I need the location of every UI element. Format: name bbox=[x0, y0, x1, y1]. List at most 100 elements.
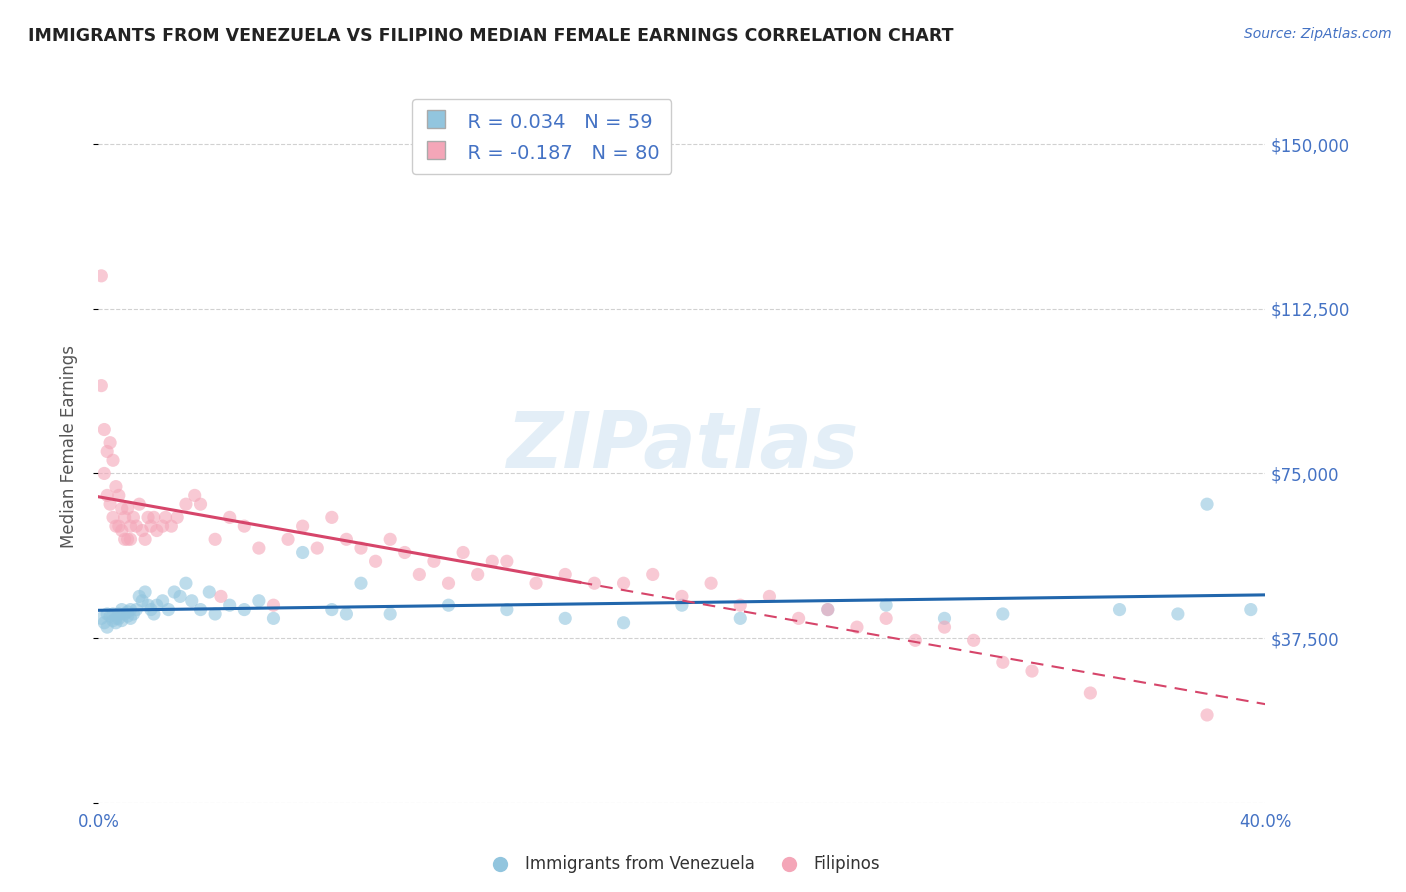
Y-axis label: Median Female Earnings: Median Female Earnings bbox=[59, 344, 77, 548]
Point bbox=[787, 611, 810, 625]
Point bbox=[152, 594, 174, 608]
Point bbox=[904, 633, 927, 648]
Point bbox=[160, 519, 183, 533]
Point bbox=[125, 519, 148, 533]
Point bbox=[481, 554, 503, 568]
Point bbox=[321, 510, 343, 524]
Point bbox=[204, 607, 226, 621]
Point bbox=[134, 533, 156, 547]
Point bbox=[120, 533, 142, 547]
Point bbox=[136, 598, 159, 612]
Point bbox=[90, 268, 112, 283]
Point bbox=[120, 611, 142, 625]
Point bbox=[134, 585, 156, 599]
Point bbox=[408, 567, 430, 582]
Point bbox=[117, 605, 139, 619]
Point bbox=[96, 607, 118, 621]
Point bbox=[204, 533, 226, 547]
Point bbox=[262, 598, 284, 612]
Point bbox=[817, 602, 839, 616]
Point bbox=[1108, 602, 1130, 616]
Point bbox=[394, 545, 416, 559]
Point bbox=[1240, 602, 1263, 616]
Point bbox=[190, 497, 212, 511]
Point bbox=[155, 510, 177, 524]
Point bbox=[612, 576, 634, 591]
Point bbox=[1195, 497, 1218, 511]
Point bbox=[845, 620, 868, 634]
Point bbox=[117, 609, 139, 624]
Point bbox=[495, 602, 517, 616]
Point bbox=[120, 602, 142, 616]
Point bbox=[111, 501, 134, 516]
Point bbox=[817, 602, 839, 616]
Point bbox=[1021, 664, 1043, 678]
Point bbox=[758, 590, 780, 604]
Point bbox=[93, 423, 115, 437]
Point bbox=[641, 567, 664, 582]
Point bbox=[142, 510, 165, 524]
Point bbox=[350, 576, 373, 591]
Point bbox=[321, 602, 343, 616]
Point bbox=[111, 524, 134, 538]
Point bbox=[183, 488, 205, 502]
Point bbox=[671, 598, 693, 612]
Point bbox=[128, 497, 150, 511]
Point bbox=[122, 510, 145, 524]
Point bbox=[101, 614, 124, 628]
Point bbox=[1167, 607, 1189, 621]
Point bbox=[146, 598, 169, 612]
Point bbox=[378, 607, 402, 621]
Point bbox=[114, 510, 136, 524]
Point bbox=[495, 554, 517, 568]
Point bbox=[467, 567, 489, 582]
Point bbox=[180, 594, 202, 608]
Point bbox=[700, 576, 723, 591]
Point bbox=[728, 598, 751, 612]
Point bbox=[1195, 708, 1218, 723]
Point bbox=[139, 519, 162, 533]
Point bbox=[111, 614, 134, 628]
Point bbox=[875, 611, 897, 625]
Point bbox=[962, 633, 984, 648]
Point bbox=[169, 590, 191, 604]
Point bbox=[991, 655, 1014, 669]
Point bbox=[93, 615, 115, 630]
Point bbox=[233, 602, 256, 616]
Point bbox=[554, 611, 576, 625]
Point bbox=[96, 620, 118, 634]
Point bbox=[101, 453, 124, 467]
Point bbox=[364, 554, 387, 568]
Point bbox=[554, 567, 576, 582]
Point bbox=[218, 510, 240, 524]
Point bbox=[152, 519, 174, 533]
Point bbox=[277, 533, 299, 547]
Point bbox=[174, 576, 197, 591]
Point bbox=[104, 615, 127, 630]
Point bbox=[120, 519, 142, 533]
Point bbox=[437, 598, 460, 612]
Point bbox=[136, 510, 159, 524]
Point bbox=[131, 524, 153, 538]
Point bbox=[104, 519, 127, 533]
Text: ZIPatlas: ZIPatlas bbox=[506, 408, 858, 484]
Point bbox=[108, 611, 131, 625]
Point bbox=[378, 533, 402, 547]
Point bbox=[934, 620, 956, 634]
Point bbox=[612, 615, 634, 630]
Point bbox=[146, 524, 169, 538]
Point bbox=[233, 519, 256, 533]
Point bbox=[209, 590, 232, 604]
Point bbox=[90, 611, 112, 625]
Point bbox=[128, 590, 150, 604]
Point bbox=[335, 533, 357, 547]
Point bbox=[98, 497, 121, 511]
Point bbox=[104, 480, 127, 494]
Point bbox=[671, 590, 693, 604]
Point bbox=[291, 519, 314, 533]
Text: IMMIGRANTS FROM VENEZUELA VS FILIPINO MEDIAN FEMALE EARNINGS CORRELATION CHART: IMMIGRANTS FROM VENEZUELA VS FILIPINO ME… bbox=[28, 27, 953, 45]
Point bbox=[93, 467, 115, 481]
Point bbox=[114, 607, 136, 621]
Point bbox=[198, 585, 221, 599]
Point bbox=[174, 497, 197, 511]
